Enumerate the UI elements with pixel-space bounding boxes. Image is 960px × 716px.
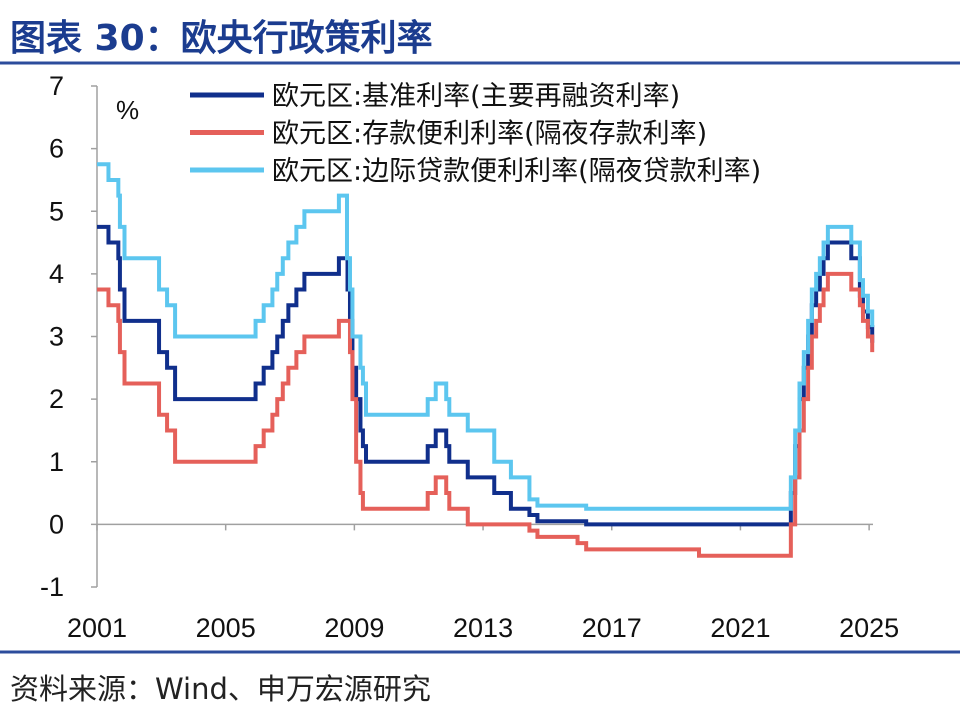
y-tick-label: 1 xyxy=(49,447,64,477)
x-tick-label: 2009 xyxy=(324,613,384,643)
x-tick-labels: 2001 2005 2009 2013 2017 2021 2025 xyxy=(67,613,899,643)
legend-label: 欧元区:边际贷款便利利率(隔夜贷款利率) xyxy=(272,156,761,187)
y-tick-label: 5 xyxy=(49,196,64,226)
y-tick-label: 6 xyxy=(49,134,64,164)
y-tick-label: 4 xyxy=(49,259,64,289)
x-tick-label: 2025 xyxy=(839,613,899,643)
y-tick-labels: -1 0 1 2 3 4 5 6 7 xyxy=(40,71,64,602)
y-tick-label: 7 xyxy=(49,71,64,101)
chart-title: 图表 30：欧央行政策利率 xyxy=(10,18,433,59)
legend-label: 欧元区:存款便利利率(隔夜存款利率) xyxy=(272,119,707,150)
legend-label: 欧元区:基准利率(主要再融资利率) xyxy=(272,81,680,112)
y-tick-label: -1 xyxy=(40,572,64,602)
x-tick-label: 2021 xyxy=(710,613,770,643)
y-tick-label: 3 xyxy=(49,322,64,352)
series-line-marginal-lending-rate xyxy=(97,162,875,511)
x-tick-label: 2005 xyxy=(196,613,256,643)
series-lines xyxy=(97,162,875,558)
source-note: 资料来源：Wind、申万宏源研究 xyxy=(10,672,431,706)
x-tick-label: 2017 xyxy=(582,613,642,643)
y-tick-label: 0 xyxy=(49,509,64,539)
y-tick-label: 2 xyxy=(49,384,64,414)
legend: 欧元区:基准利率(主要再融资利率) 欧元区:存款便利利率(隔夜存款利率) 欧元区:边… xyxy=(190,81,761,187)
series-line-deposit-facility-rate xyxy=(97,271,875,558)
x-tick-label: 2013 xyxy=(453,613,513,643)
x-tick-label: 2001 xyxy=(67,613,127,643)
y-unit-label: % xyxy=(116,95,139,125)
